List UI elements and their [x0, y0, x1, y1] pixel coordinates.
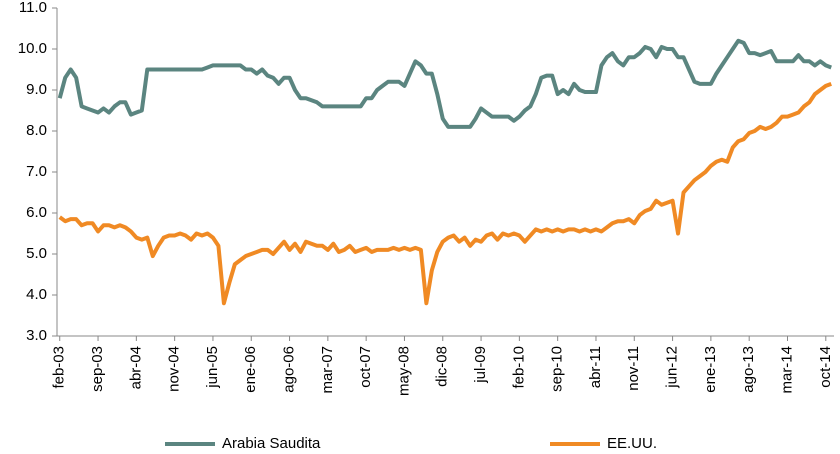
x-tick-label: feb-03 — [51, 346, 68, 389]
x-tick-label: dic-08 — [434, 346, 451, 387]
x-tick-label: ene-06 — [242, 346, 259, 393]
x-tick-label: sep-10 — [549, 346, 566, 392]
x-tick-label: jun-12 — [664, 346, 681, 389]
x-tick-label: ago-06 — [281, 346, 298, 393]
x-tick-label: oct-07 — [357, 346, 374, 388]
y-tick-label: 3.0 — [26, 327, 47, 344]
x-tick-label: jun-05 — [204, 346, 221, 389]
line-series — [58, 81, 832, 306]
line-series — [57, 38, 832, 129]
x-tick-label: abr-04 — [127, 346, 144, 389]
x-tick-label: sep-03 — [89, 346, 106, 392]
y-tick-label: 9.0 — [26, 81, 47, 98]
x-tick-label: jul-09 — [472, 346, 489, 384]
x-tick-label: abr-11 — [587, 346, 604, 388]
y-tick-label: 4.0 — [26, 286, 47, 303]
y-tick-label: 6.0 — [26, 204, 47, 221]
legend-label: Arabia Saudita — [222, 435, 321, 452]
x-tick-label: mar-14 — [778, 346, 795, 394]
legend-label: EE.UU. — [607, 435, 657, 452]
y-tick-label: 8.0 — [26, 122, 47, 139]
x-tick-label: nov-04 — [166, 346, 183, 392]
y-tick-label: 7.0 — [26, 163, 47, 180]
x-tick-label: ago-13 — [740, 346, 757, 393]
x-tick-label: oct-14 — [817, 346, 834, 388]
x-tick-label: nov-11 — [625, 346, 642, 391]
x-tick-label: feb-10 — [510, 346, 527, 389]
x-tick-label: may-08 — [395, 346, 412, 396]
y-tick-label: 5.0 — [26, 245, 47, 262]
y-tick-label: 10.0 — [18, 40, 47, 57]
x-tick-label: ene-13 — [702, 346, 719, 393]
y-tick-label: 11.0 — [19, 0, 47, 16]
x-tick-label: mar-07 — [319, 346, 336, 394]
